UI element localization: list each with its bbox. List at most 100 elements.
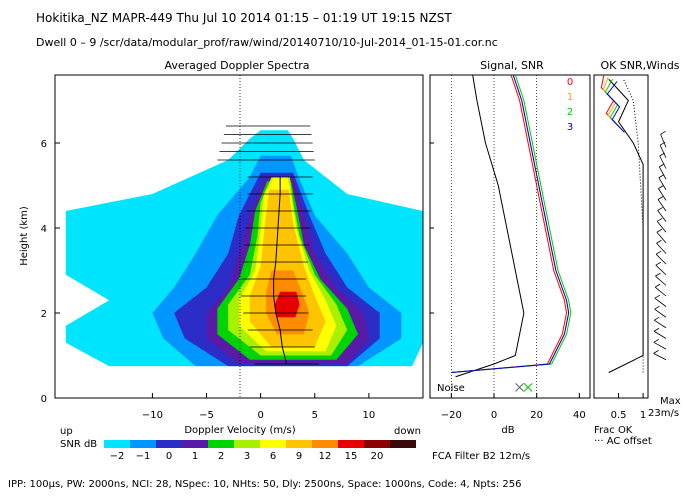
wind-barb [658, 166, 667, 180]
colorbar-swatch [208, 440, 234, 448]
fracok-series-ac-offset [623, 79, 644, 373]
winds-panel: OK SNR,Winds 0.5 1 Frac OK ··· AC offset … [593, 59, 681, 447]
wind-barb [655, 253, 667, 265]
header-dwell: Dwell 0 – 9 /scr/data/modular_prof/raw/w… [36, 36, 498, 49]
wind-barb-flag [653, 350, 659, 354]
colorbar-tick-label: 9 [296, 451, 302, 462]
signal-frame [429, 74, 591, 399]
wind-barb-flag [659, 163, 665, 168]
signal-x-tick-label: 40 [573, 410, 586, 421]
colorbar-swatch [312, 440, 338, 448]
signal-series-2 [451, 74, 572, 373]
colorbar-swatch [104, 440, 130, 448]
wind-barb [655, 275, 667, 286]
wind-barb [653, 330, 667, 339]
wind-barb-flag [658, 185, 664, 189]
radar-parameters: IPP: 100μs, PW: 2000ns, NCI: 28, NSpec: … [8, 479, 521, 490]
fracok-series-frac-ok [608, 78, 644, 373]
spectra-title: Averaged Doppler Spectra [164, 59, 309, 72]
wind-barb-flag [657, 196, 664, 200]
channel-legend-0: 0 [567, 77, 573, 88]
wind-barb [654, 286, 667, 297]
fracok-axes: 0.5 1 [611, 393, 646, 421]
wind-barb-flag [657, 207, 663, 211]
wind-barb [654, 308, 667, 318]
spectra-axes: −10 −5 0 5 10 0 2 4 6 [41, 139, 376, 421]
up-label: up [60, 426, 73, 437]
noise-marker [515, 383, 524, 392]
wind-barb [660, 134, 667, 148]
spectra-xlabel: Doppler Velocity (m/s) [184, 425, 295, 436]
signal-axes: −20 0 20 40 [430, 142, 586, 421]
signal-x-tick-label: 20 [530, 410, 543, 421]
wind-barb [657, 199, 667, 212]
colorbar-tick-label: 15 [345, 451, 358, 462]
fca-filter: FCA Filter B2 12m/s [432, 451, 530, 462]
wind-barb-flag [654, 283, 661, 288]
fracok-x-tick-label: 1 [640, 410, 646, 421]
y-tick-label: 0 [41, 394, 47, 405]
y-tick-label: 2 [41, 309, 47, 320]
y-tick-label: 6 [41, 139, 47, 150]
wind-barb [653, 352, 667, 361]
colorbar-tick-label: −2 [110, 451, 125, 462]
colorbar-swatch [390, 440, 416, 448]
colorbar-swatch [364, 440, 390, 448]
signal-snr-panel: Signal, SNR −20 0 20 40 Noise dB 0 1 2 3 [429, 59, 591, 436]
wind-barb [658, 177, 667, 190]
signal-series-3 [451, 74, 570, 373]
wind-barb [656, 242, 667, 254]
colorbar-swatch [130, 440, 156, 448]
max-wind-value: 23m/s [648, 408, 679, 419]
signal-series-0 [451, 74, 568, 373]
mean-velocity-profile [217, 125, 320, 365]
signal-x-tick-label: 0 [491, 410, 497, 421]
noise-label: Noise [437, 383, 465, 394]
wind-barb [657, 210, 667, 222]
noise-marker [523, 383, 533, 392]
spectra-ylabel: Height (km) [19, 206, 30, 266]
fracok-frame [593, 74, 649, 399]
wind-barb-flag [657, 217, 663, 222]
wind-barb [658, 188, 667, 201]
wind-barb [653, 341, 667, 350]
wind-barb [659, 155, 667, 169]
fracok-x-tick-label: 0.5 [611, 410, 627, 421]
wind-barb-flag [655, 272, 661, 277]
wind-barb-flag [655, 250, 662, 255]
colorbar-swatch [234, 440, 260, 448]
x-tick-label: 10 [363, 410, 376, 421]
wind-barb-flag [654, 305, 660, 310]
doppler-spectra-panel: Averaged Doppler Spectra −10 −5 0 5 10 0 2 4 6 D… [19, 59, 424, 437]
colorbar-swatch [156, 440, 182, 448]
signal-series-signal [455, 74, 525, 378]
snr-colorbar: SNR dB −2 −1 0 1 2 3 6 9 12 15 20 [60, 439, 416, 462]
wind-barb [654, 297, 667, 307]
colorbar-label: SNR dB [60, 439, 97, 450]
colorbar-tick-label: 3 [244, 451, 250, 462]
colorbar-tick-label: 20 [371, 451, 384, 462]
wind-barb-flag [656, 228, 663, 233]
colorbar-swatch [338, 440, 364, 448]
channel-legend-1: 1 [567, 92, 573, 103]
y-tick-label: 4 [41, 224, 47, 235]
wind-barb-flag [660, 131, 666, 135]
snr-contour-level-9 [274, 291, 300, 318]
x-tick-label: 0 [257, 410, 263, 421]
wind-barb-flag [653, 338, 659, 343]
down-label: down [394, 426, 421, 437]
channel-legend-2: 2 [567, 107, 573, 118]
colorbar-ticks: −2 −1 0 1 2 3 6 9 12 15 20 [110, 451, 384, 462]
wind-barb-flag [655, 261, 662, 266]
signal-title: Signal, SNR [480, 59, 544, 72]
wind-barbs [653, 131, 667, 361]
fracok-lines [600, 74, 644, 373]
signal-x-tick-label: −20 [441, 410, 462, 421]
wind-barb [655, 264, 667, 276]
channel-legend: 0 1 2 3 [567, 77, 573, 133]
colorbar-tick-label: −1 [136, 451, 151, 462]
x-tick-label: −10 [142, 410, 163, 421]
colorbar-tick-label: 6 [270, 451, 276, 462]
x-tick-label: 5 [312, 410, 318, 421]
